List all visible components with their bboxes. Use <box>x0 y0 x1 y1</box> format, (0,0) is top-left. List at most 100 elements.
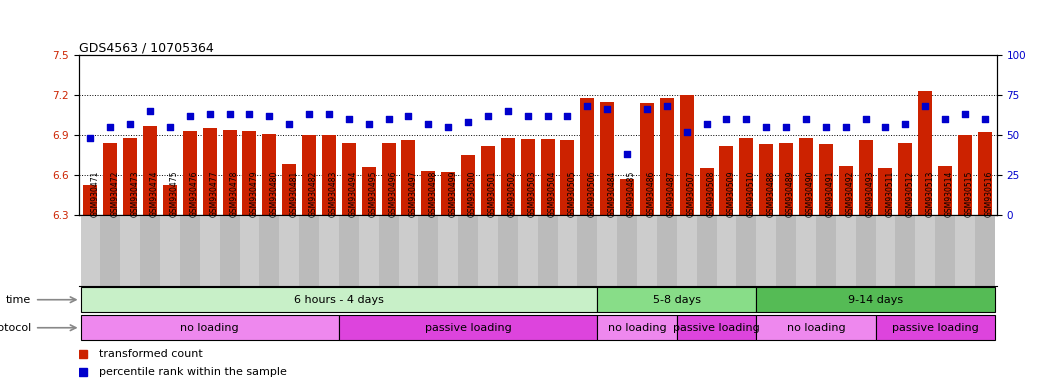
Text: GSM930516: GSM930516 <box>985 170 994 217</box>
Text: GSM930471: GSM930471 <box>90 170 99 217</box>
Bar <box>520 139 535 215</box>
Bar <box>81 315 339 340</box>
Bar <box>680 95 694 215</box>
Bar <box>955 215 975 286</box>
Text: GSM930475: GSM930475 <box>170 170 179 217</box>
Point <box>559 113 576 119</box>
Text: GSM930477: GSM930477 <box>209 170 219 217</box>
Bar <box>359 215 379 286</box>
Text: GSM930483: GSM930483 <box>329 170 338 217</box>
Point <box>917 103 934 109</box>
Text: GSM930487: GSM930487 <box>667 170 675 217</box>
Point <box>818 124 834 130</box>
Bar <box>180 215 200 286</box>
Bar <box>140 215 160 286</box>
Point <box>738 116 755 122</box>
Bar <box>739 137 753 215</box>
Point <box>400 113 417 119</box>
Bar <box>260 215 280 286</box>
Point <box>221 111 238 118</box>
Bar <box>240 215 260 286</box>
Point <box>897 121 914 127</box>
Bar <box>878 168 892 215</box>
Point <box>161 124 178 130</box>
Bar <box>263 134 276 215</box>
Bar <box>339 315 597 340</box>
Text: passive loading: passive loading <box>892 323 979 333</box>
Text: GSM930512: GSM930512 <box>906 170 914 217</box>
Bar <box>796 215 816 286</box>
Bar <box>461 155 475 215</box>
Bar <box>756 287 995 312</box>
Bar <box>124 137 137 215</box>
Point <box>82 135 98 141</box>
Text: GSM930514: GSM930514 <box>945 170 954 217</box>
Text: GSM930497: GSM930497 <box>408 170 418 217</box>
Text: time: time <box>5 295 30 305</box>
Point <box>838 124 854 130</box>
Bar <box>183 131 197 215</box>
Bar <box>836 215 855 286</box>
Bar <box>895 215 915 286</box>
Bar <box>816 215 836 286</box>
Text: GSM930473: GSM930473 <box>130 170 139 217</box>
Bar <box>637 215 656 286</box>
Text: GSM930480: GSM930480 <box>269 170 279 217</box>
Point <box>778 124 795 130</box>
Bar <box>81 287 597 312</box>
Bar <box>855 215 875 286</box>
Point <box>758 124 775 130</box>
Bar <box>640 103 654 215</box>
Bar <box>303 135 316 215</box>
Bar <box>875 315 995 340</box>
Bar <box>600 102 615 215</box>
Bar <box>819 144 832 215</box>
Point <box>579 103 596 109</box>
Text: GSM930489: GSM930489 <box>786 170 795 217</box>
Text: GSM930488: GSM930488 <box>766 170 775 217</box>
Point <box>977 116 994 122</box>
Bar <box>676 215 696 286</box>
Bar <box>200 215 220 286</box>
Bar <box>243 131 257 215</box>
Bar <box>104 143 117 215</box>
Point <box>798 116 815 122</box>
Point <box>360 121 377 127</box>
Bar <box>898 143 912 215</box>
Text: GSM930493: GSM930493 <box>866 170 874 217</box>
Point <box>937 116 954 122</box>
Point <box>539 113 556 119</box>
Text: no loading: no loading <box>180 323 239 333</box>
Bar <box>557 215 577 286</box>
Bar <box>223 130 237 215</box>
Bar <box>439 215 459 286</box>
Bar <box>597 215 617 286</box>
Text: passive loading: passive loading <box>425 323 511 333</box>
Text: GSM930500: GSM930500 <box>468 170 477 217</box>
Bar <box>597 287 756 312</box>
Text: GSM930506: GSM930506 <box>587 170 597 217</box>
Bar <box>500 137 515 215</box>
Bar <box>498 215 518 286</box>
Bar <box>538 215 557 286</box>
Point <box>460 119 476 125</box>
Bar <box>736 215 756 286</box>
Text: no loading: no loading <box>607 323 666 333</box>
Point <box>519 113 536 119</box>
Bar <box>419 215 439 286</box>
Text: GSM930501: GSM930501 <box>488 170 497 217</box>
Text: 6 hours - 4 days: 6 hours - 4 days <box>294 295 384 305</box>
Bar <box>299 215 319 286</box>
Point <box>320 111 337 118</box>
Text: GSM930499: GSM930499 <box>448 170 458 217</box>
Text: GSM930485: GSM930485 <box>627 170 637 217</box>
Bar <box>379 215 399 286</box>
Point <box>659 103 675 109</box>
Bar <box>81 215 101 286</box>
Bar <box>322 135 336 215</box>
Bar <box>617 215 637 286</box>
Bar <box>656 215 676 286</box>
Bar <box>203 128 217 215</box>
Bar <box>597 315 676 340</box>
Point <box>698 121 715 127</box>
